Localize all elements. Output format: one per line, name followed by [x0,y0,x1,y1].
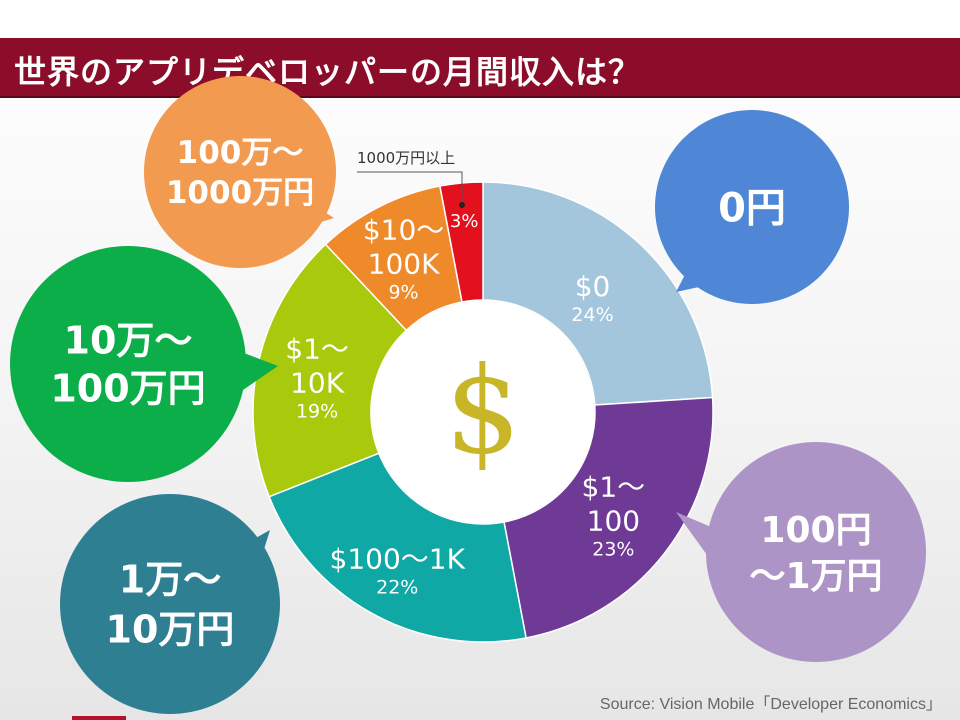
dollar-symbol: $ [445,342,521,481]
bubble-label: 100万～ [177,135,304,171]
slice-pct-label: 3% [450,211,479,232]
slice-pct-label: 24% [571,304,613,326]
slice-label: $100～1K [330,542,466,575]
speech-bubble [655,110,849,304]
slice-label: 100 [587,505,640,538]
slice-label: 10K [290,366,345,399]
bubble-label: 0円 [718,185,786,231]
slice-label: $0 [575,270,611,303]
page-title: 世界のアプリデベロッパーの月間収入は？ [14,53,642,91]
donut-slice-5 [439,181,484,303]
speech-bubble [60,494,280,714]
speech-bubble [706,442,926,662]
slice-label: $1～ [285,332,349,365]
callout-leader-line [357,171,463,205]
donut-slice-3 [252,243,408,498]
speech-bubble [144,76,336,268]
accent-mark [72,716,126,720]
source-citation: Source: Vision Mobile「Developer Economic… [599,696,942,713]
bubble-label: 1万～ [119,558,221,602]
speech-bubble [10,246,246,482]
callout-dot [459,202,465,208]
bubble-label: 10万～ [64,319,193,363]
slice-label: $10～ [363,214,444,247]
bubble-label: 100万円 [50,367,205,411]
donut-slice-2 [268,452,527,643]
bubble-tail [236,350,278,392]
bubble-label: 1000万円 [166,175,314,211]
slice-label: 100K [368,248,440,281]
callout-label: 1000万円以上 [357,149,455,167]
donut-center [372,301,594,523]
slice-pct-label: 19% [296,400,338,422]
slice-pct-label: 23% [592,539,634,561]
donut-slice-1 [503,396,714,639]
donut-slice-0 [482,181,714,406]
slice-label: $1～ [582,471,646,504]
bubble-label: 100円 [760,510,871,551]
slice-pct-label: 22% [376,576,418,598]
bubble-label: 10万円 [106,608,235,652]
bubble-label: ～1万円 [749,556,882,597]
slice-pct-label: 9% [388,282,418,304]
title-bar: 世界のアプリデベロッパーの月間収入は？ [0,38,960,98]
